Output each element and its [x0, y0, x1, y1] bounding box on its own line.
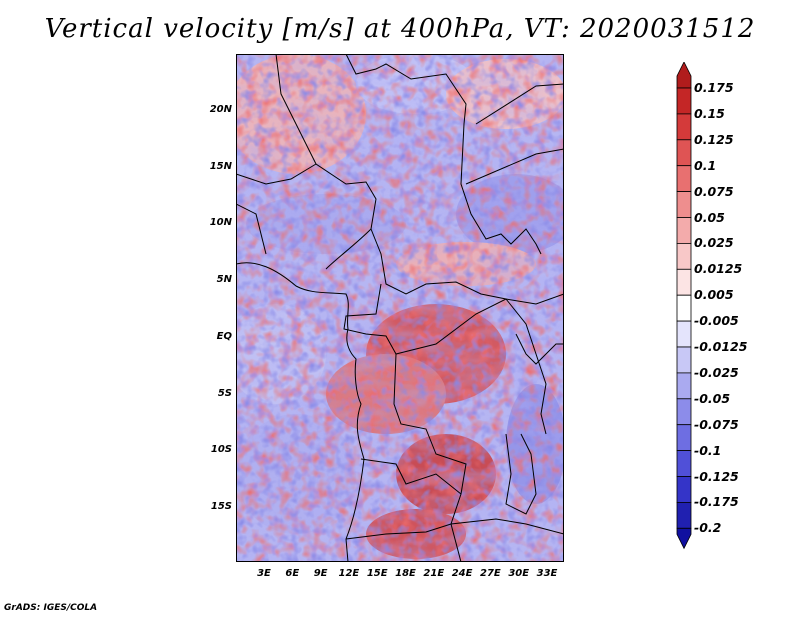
lat-label: 5S — [217, 387, 232, 399]
colorbar-label: 0.125 — [694, 131, 734, 147]
colorbar-label: -0.05 — [694, 390, 731, 406]
credit-text: GrADS: IGES/COLA — [4, 603, 98, 613]
lat-label: 10S — [210, 444, 232, 456]
colorbar-swatch — [676, 501, 692, 529]
colorbar-label: -0.175 — [694, 494, 739, 510]
colorbar-label: 0.005 — [694, 287, 734, 303]
colorbar-label: 0.1 — [694, 157, 717, 173]
colorbar-label: -0.005 — [694, 313, 739, 329]
map-panel — [236, 54, 564, 562]
velocity-field-map — [236, 54, 564, 562]
colorbar-swatch — [676, 165, 692, 192]
colorbar-label: -0.025 — [694, 364, 739, 380]
lat-label: 5N — [216, 274, 232, 286]
lake-victoria — [515, 333, 564, 365]
colorbar-swatch — [676, 87, 692, 115]
colorbar-swatch — [676, 217, 692, 244]
colorbar-swatch — [676, 139, 692, 167]
colorbar-swatch — [676, 113, 692, 141]
country-borders — [236, 54, 564, 562]
lon-label: 9E — [313, 568, 328, 579]
colorbar-label: -0.0125 — [694, 339, 748, 354]
colorbar-label: 0.15 — [694, 105, 725, 121]
colorbar-swatch — [676, 62, 692, 89]
colorbar-swatch — [676, 268, 692, 296]
colorbar-label: -0.125 — [694, 468, 739, 484]
colorbar-swatch — [676, 424, 692, 452]
colorbar-label: -0.075 — [694, 416, 739, 432]
colorbar-label: 0.05 — [694, 209, 725, 225]
lat-label: 15S — [210, 500, 232, 512]
colorbar-label: 0.0125 — [694, 261, 743, 277]
colorbar-label: 0.075 — [694, 183, 734, 199]
colorbar-swatch — [676, 294, 692, 322]
lon-label: 15E — [366, 568, 388, 579]
lon-label: 3E — [257, 568, 271, 579]
lon-label: 12E — [338, 568, 360, 579]
lon-label: 21E — [423, 568, 445, 579]
colorbar-swatch — [676, 242, 692, 270]
colorbar-swatch — [676, 527, 692, 550]
lake-tanganyika — [505, 433, 537, 515]
lat-label: EQ — [216, 330, 232, 342]
colorbar-label: -0.2 — [694, 520, 722, 536]
lon-label: 24E — [451, 568, 473, 579]
colorbar-label: -0.1 — [694, 442, 722, 458]
chart-title: Vertical velocity [m/s] at 400hPa, VT: 2… — [44, 14, 756, 44]
lon-label: 18E — [395, 568, 416, 579]
colorbar-swatch — [676, 372, 692, 400]
colorbar — [676, 62, 692, 550]
lat-label: 20N — [209, 104, 232, 115]
colorbar-label: 0.025 — [694, 235, 734, 251]
lat-label: 10N — [209, 217, 232, 229]
colorbar-swatch — [676, 398, 692, 426]
lat-label: 15N — [209, 160, 232, 172]
lon-label: 6E — [285, 568, 300, 579]
colorbar-swatch — [676, 346, 692, 374]
lon-label: 33E — [536, 568, 558, 579]
colorbar-swatch — [676, 191, 692, 218]
lon-label: 30E — [508, 568, 530, 579]
colorbar-swatch — [676, 450, 692, 477]
lon-label: 27E — [480, 568, 501, 579]
colorbar-swatch — [676, 476, 692, 503]
colorbar-label: 0.175 — [694, 80, 734, 95]
colorbar-swatch — [676, 320, 692, 348]
